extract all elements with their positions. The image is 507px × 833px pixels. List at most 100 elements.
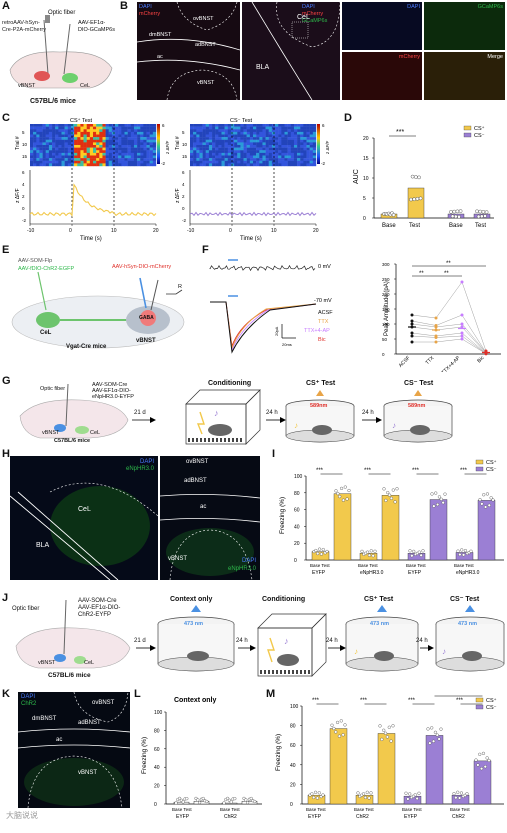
heatmap-cell [309,155,314,159]
bar-point [380,737,384,741]
heatmap-cell [212,160,216,164]
heatmap-cell [30,137,34,140]
heatmap-cell [108,145,113,148]
heatmap-cell [240,134,244,138]
heatmap-cell [256,152,260,156]
heatmap-cell [281,134,285,138]
heatmap-cell [70,152,75,156]
heatmap-cell [74,163,78,167]
panel-b-dapi-small: DAPI [342,2,422,50]
heatmap-cell [281,160,285,164]
heatmap-cell [118,160,122,164]
heatmap-cell [42,150,46,154]
heatmap-cell [89,160,94,164]
heatmap-cell [218,142,222,146]
heatmap-cell [300,137,304,140]
k-dmbnst: dmBNST [32,716,57,722]
heatmap-cell [152,129,157,133]
bar [473,760,492,805]
heatmap-cell [268,134,273,138]
heatmap-cell [33,137,37,140]
heatmap-cell [127,150,131,154]
bar-point [476,763,480,767]
heatmap-cell [278,163,282,167]
heatmap-cell [205,142,210,146]
bar-point [430,492,434,496]
heatmap-cell [67,131,72,135]
heatmap-cell [48,139,53,143]
heatmap-cell [265,152,269,156]
heatmap-cell [152,163,157,167]
heatmap-cell [290,160,295,164]
heatmap-cell [80,147,84,151]
heatmap-cell [130,131,135,135]
heatmap-cell [290,147,295,151]
f-xcat: TTX+4-AP [441,355,462,372]
heatmap-cell [306,124,310,127]
heatmap-cell [253,129,257,133]
heatmap-cell [278,142,282,146]
heatmap-cell [290,137,295,140]
heatmap-cell [80,126,84,130]
heatmap-cell [105,150,109,154]
bar-point [387,493,392,497]
heatmap-cell [58,131,62,135]
bar-point [456,549,460,553]
bar-point [347,488,351,493]
heatmap-cell [227,139,232,143]
heatmap-cell [199,158,203,161]
c-xlabel-right: Time (s) [240,236,262,242]
heatmap-cell [108,150,113,154]
f-pair-line [411,323,487,353]
panel-d: 0 5 10 15 20 AUC Base Test Base Test *** CS⁺ CS⁻ [344,122,506,242]
heatmap-cell [64,126,68,130]
heatmap-cell [39,142,43,146]
heatmap-cell [215,163,219,167]
heatmap-cell [70,134,75,138]
bar-point [461,553,466,557]
heatmap-cell [284,158,288,161]
heatmap-cell [118,147,122,151]
heatmap-cell [253,152,257,156]
heatmap-cell [237,126,241,130]
heatmap-cell [287,155,291,159]
heatmap-cell [146,137,150,140]
panel-b-micrograph-2: DAPI mCherry GCaMP6s CeL BLA [242,2,340,100]
heatmap-cell [93,155,97,159]
heatmap-cell [262,131,266,135]
heatmap-cell [246,160,251,164]
heatmap-cell [312,126,317,130]
heatmap-cell [64,158,68,161]
d-ylabel: AUC [353,169,360,184]
heatmap-cell [253,142,257,146]
y-tick-label: 40 [290,763,296,769]
heatmap-cell [212,131,216,135]
heatmap-cell [240,124,244,127]
bar-point [430,726,434,730]
heatmap-cell [202,134,206,138]
heatmap-cell [58,126,62,130]
heatmap-cell [212,150,216,154]
heatmap-cell [61,129,65,133]
heatmap-cell [275,150,279,154]
heatmap-cell [127,155,131,159]
d-ytick-label: 10 [363,176,369,182]
heatmap-cell [67,163,72,167]
heatmap-cell [218,124,222,127]
heatmap-cell [42,139,46,143]
heatmap-cell [133,142,138,146]
heatmap-cell [108,129,113,133]
heatmap-cell [89,155,94,159]
heatmap-cell [312,137,317,140]
heatmap-cell [115,137,119,140]
heatmap-cell [221,134,225,138]
heatmap-cell [42,147,46,151]
heatmap-cell [137,129,141,133]
heatmap-cell [93,129,97,133]
heatmap-cell [55,147,59,151]
heatmap-cell [284,160,288,164]
heatmap-cell [149,163,154,167]
heatmap-cell [290,134,295,138]
x-tick-label: 20 [313,228,319,234]
